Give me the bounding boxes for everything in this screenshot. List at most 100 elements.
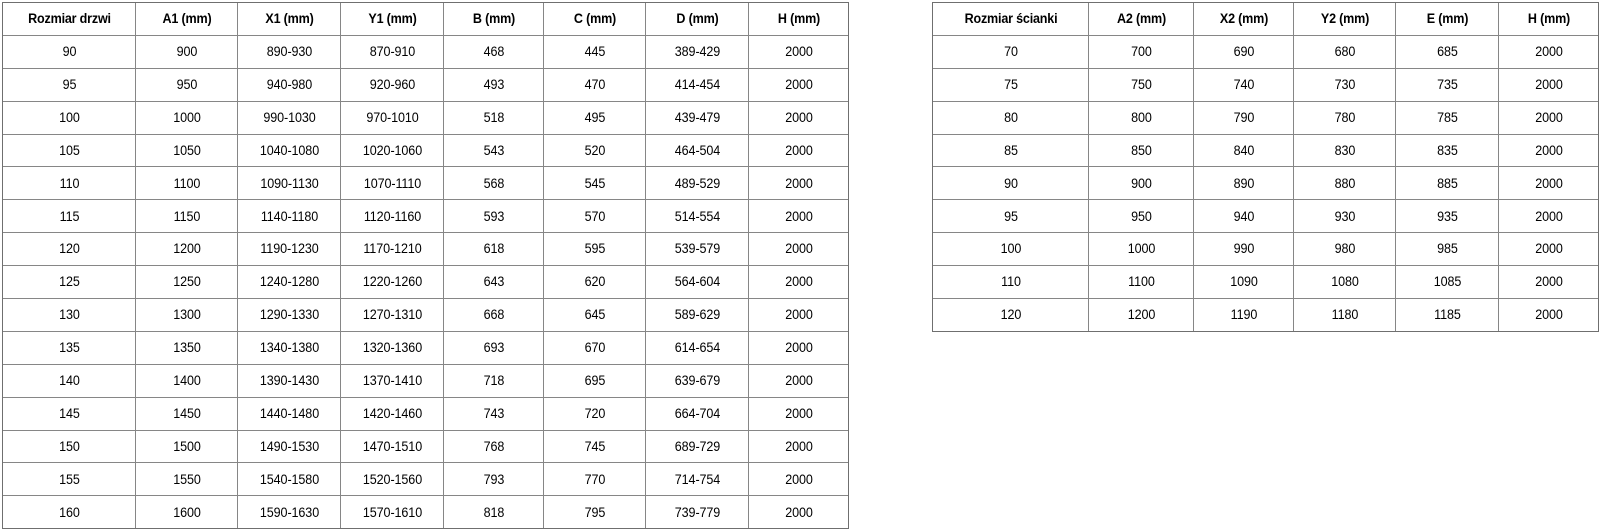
table-row: 95 950 940 930 935 2000 <box>933 199 1599 234</box>
door-cell-r6-c0: 120 <box>6 232 132 267</box>
door-cell-r8-c7: 2000 <box>751 298 846 332</box>
wall-cell-r5-c2: 940 <box>1196 199 1291 234</box>
table-row: 80 800 790 780 785 2000 <box>933 100 1599 135</box>
door-column-header-1: A1 (mm) <box>138 2 235 36</box>
door-cell-r10-c7: 2000 <box>751 363 846 398</box>
wall-cell-r4-c3: 880 <box>1296 166 1393 201</box>
door-cell-r7-c0: 125 <box>6 265 132 300</box>
door-cell-r8-c3: 1270-1310 <box>343 298 441 332</box>
door-cell-r7-c4: 643 <box>446 265 541 300</box>
door-cell-r0-c5: 445 <box>546 34 643 69</box>
door-cell-r11-c6: 664-704 <box>648 396 746 431</box>
door-cell-r13-c7: 2000 <box>751 462 846 497</box>
door-column-header-3: Y1 (mm) <box>343 2 441 36</box>
wall-cell-r7-c2: 1090 <box>1196 265 1291 300</box>
door-cell-r11-c7: 2000 <box>751 396 846 431</box>
door-cell-r5-c4: 593 <box>446 199 541 234</box>
wall-cell-r3-c3: 830 <box>1296 133 1393 168</box>
door-cell-r14-c4: 818 <box>446 495 541 529</box>
door-cell-r8-c2: 1290-1330 <box>240 298 338 332</box>
wall-cell-r8-c5: 2000 <box>1501 298 1596 332</box>
door-cell-r10-c2: 1390-1430 <box>240 363 338 398</box>
wall-cell-r3-c5: 2000 <box>1501 133 1596 168</box>
wall-cell-r5-c4: 935 <box>1398 199 1496 234</box>
wall-cell-r2-c0: 80 <box>937 100 1084 135</box>
door-cell-r11-c2: 1440-1480 <box>240 396 338 431</box>
door-column-header-4: B (mm) <box>446 2 541 36</box>
door-cell-r6-c4: 618 <box>446 232 541 267</box>
door-cell-r4-c1: 1100 <box>138 166 235 201</box>
door-cell-r12-c6: 689-729 <box>648 429 746 464</box>
wall-cell-r2-c5: 2000 <box>1501 100 1596 135</box>
wall-cell-r8-c2: 1190 <box>1196 298 1291 332</box>
door-cell-r13-c4: 793 <box>446 462 541 497</box>
door-cell-r11-c1: 1450 <box>138 396 235 431</box>
door-cell-r12-c3: 1470-1510 <box>343 429 441 464</box>
table-row: 110 1100 1090 1080 1085 2000 <box>933 265 1599 300</box>
wall-cell-r1-c0: 75 <box>937 67 1084 102</box>
wall-cell-r5-c1: 950 <box>1091 199 1191 234</box>
door-cell-r2-c3: 970-1010 <box>343 100 441 135</box>
door-cell-r13-c0: 155 <box>6 462 132 497</box>
wall-cell-r2-c3: 780 <box>1296 100 1393 135</box>
door-cell-r8-c6: 589-629 <box>648 298 746 332</box>
door-cell-r0-c2: 890-930 <box>240 34 338 69</box>
table-row: 90 900 890-930 870-910 468 445 389-429 2000 <box>3 34 849 69</box>
wall-cell-r1-c3: 730 <box>1296 67 1393 102</box>
wall-column-header-3: Y2 (mm) <box>1296 2 1393 36</box>
table-row: 140 1400 1390-1430 1370-1410 718 695 639-679 20… <box>3 363 849 398</box>
door-cell-r4-c4: 568 <box>446 166 541 201</box>
door-column-header-6: D (mm) <box>648 2 746 36</box>
door-cell-r14-c7: 2000 <box>751 495 846 529</box>
door-cell-r10-c3: 1370-1410 <box>343 363 441 398</box>
door-cell-r7-c7: 2000 <box>751 265 846 300</box>
door-cell-r3-c2: 1040-1080 <box>240 133 338 168</box>
wall-cell-r0-c0: 70 <box>937 34 1084 69</box>
door-cell-r3-c4: 543 <box>446 133 541 168</box>
door-cell-r2-c6: 439-479 <box>648 100 746 135</box>
door-cell-r3-c1: 1050 <box>138 133 235 168</box>
wall-cell-r0-c3: 680 <box>1296 34 1393 69</box>
door-cell-r5-c2: 1140-1180 <box>240 199 338 234</box>
door-cell-r2-c5: 495 <box>546 100 643 135</box>
door-column-header-2: X1 (mm) <box>240 2 338 36</box>
door-cell-r5-c7: 2000 <box>751 199 846 234</box>
door-cell-r14-c6: 739-779 <box>648 495 746 529</box>
door-cell-r12-c2: 1490-1530 <box>240 429 338 464</box>
wall-cell-r0-c4: 685 <box>1398 34 1496 69</box>
door-cell-r2-c4: 518 <box>446 100 541 135</box>
door-cell-r9-c6: 614-654 <box>648 330 746 365</box>
wall-cell-r0-c2: 690 <box>1196 34 1291 69</box>
wall-cell-r6-c2: 990 <box>1196 232 1291 267</box>
wall-cell-r1-c1: 750 <box>1091 67 1191 102</box>
table-row: 110 1100 1090-1130 1070-1110 568 545 489-529 20… <box>3 166 849 201</box>
wall-cell-r0-c1: 700 <box>1091 34 1191 69</box>
door-cell-r12-c5: 745 <box>546 429 643 464</box>
table-row: 155 1550 1540-1580 1520-1560 793 770 714-754 20… <box>3 462 849 497</box>
door-cell-r2-c0: 100 <box>6 100 132 135</box>
door-cell-r1-c5: 470 <box>546 67 643 102</box>
door-cell-r11-c3: 1420-1460 <box>343 396 441 431</box>
door-cell-r14-c3: 1570-1610 <box>343 495 441 529</box>
wall-cell-r4-c4: 885 <box>1398 166 1496 201</box>
wall-cell-r3-c0: 85 <box>937 133 1084 168</box>
door-cell-r9-c1: 1350 <box>138 330 235 365</box>
door-cell-r9-c2: 1340-1380 <box>240 330 338 365</box>
door-cell-r8-c1: 1300 <box>138 298 235 332</box>
door-cell-r1-c1: 950 <box>138 67 235 102</box>
wall-cell-r4-c5: 2000 <box>1501 166 1596 201</box>
wall-cell-r4-c1: 900 <box>1091 166 1191 201</box>
door-cell-r13-c6: 714-754 <box>648 462 746 497</box>
table-row: 160 1600 1590-1630 1570-1610 818 795 739-779 20… <box>3 495 849 529</box>
door-cell-r9-c5: 670 <box>546 330 643 365</box>
wall-cell-r6-c0: 100 <box>937 232 1084 267</box>
wall-cell-r1-c5: 2000 <box>1501 67 1596 102</box>
door-cell-r8-c4: 668 <box>446 298 541 332</box>
wall-cell-r4-c2: 890 <box>1196 166 1291 201</box>
door-cell-r6-c2: 1190-1230 <box>240 232 338 267</box>
door-cell-r14-c1: 1600 <box>138 495 235 529</box>
door-cell-r12-c4: 768 <box>446 429 541 464</box>
door-cell-r7-c1: 1250 <box>138 265 235 300</box>
door-cell-r4-c5: 545 <box>546 166 643 201</box>
wall-cell-r5-c0: 95 <box>937 199 1084 234</box>
